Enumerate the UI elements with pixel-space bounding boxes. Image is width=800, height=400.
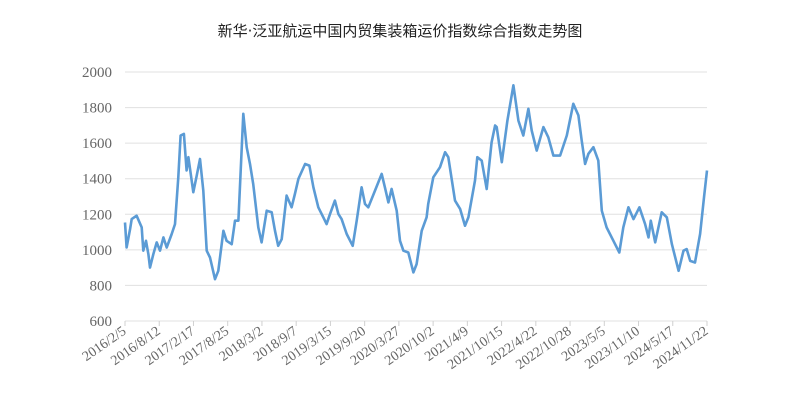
y-tick-label: 1400 [82, 172, 112, 188]
y-tick-label: 2000 [82, 65, 112, 81]
y-tick-label: 800 [90, 278, 113, 294]
y-tick-label: 1200 [82, 207, 112, 223]
y-tick-label: 1600 [82, 136, 112, 152]
y-tick-label: 1800 [82, 101, 112, 117]
y-tick-label: 600 [90, 314, 113, 330]
chart-title: 新华·泛亚航运中国内贸集装箱运价指数综合指数走势图 [217, 22, 583, 40]
series-line [123, 84, 709, 281]
y-tick-label: 1000 [82, 243, 112, 259]
